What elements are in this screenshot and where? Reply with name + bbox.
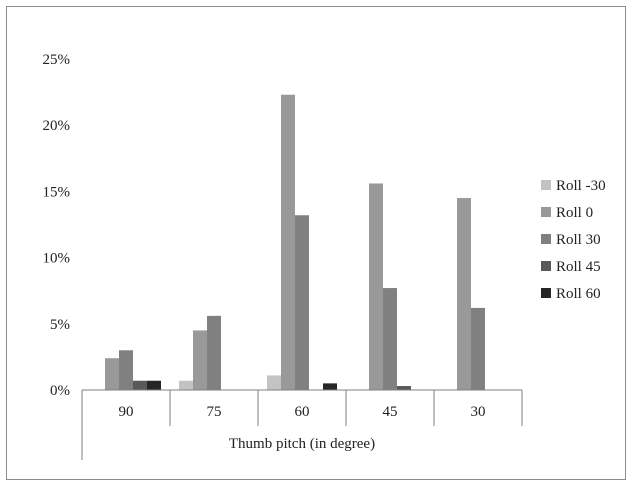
y-tick-label: 15% <box>43 184 71 200</box>
legend-label: Roll 60 <box>556 286 601 302</box>
axes <box>81 389 523 460</box>
legend-swatch <box>541 234 551 244</box>
bar-roll30-60 <box>295 215 309 390</box>
y-tick-label: 0% <box>50 383 70 399</box>
y-tick-label: 20% <box>43 118 71 134</box>
y-axis-ticks: 0% 5% 10% 15% 20% 25% <box>43 52 71 399</box>
bar-roll0-90 <box>105 358 119 390</box>
x-tick-label: 60 <box>295 404 310 420</box>
chart-frame <box>6 6 626 480</box>
bar-roll30-45 <box>383 288 397 390</box>
legend: Roll -30 Roll 0 Roll 30 Roll 45 Roll 60 <box>541 178 606 302</box>
bar-roll60-90 <box>147 380 161 390</box>
x-axis-title: Thumb pitch (in degree) <box>229 436 375 452</box>
bar-roll60-60 <box>323 383 337 390</box>
bar-roll0-60 <box>281 94 295 391</box>
bar-roll0-30 <box>457 198 471 390</box>
y-tick-label: 10% <box>43 251 71 267</box>
bar-roll30-90 <box>119 350 133 390</box>
legend-label: Roll -30 <box>556 178 606 194</box>
legend-label: Roll 30 <box>556 232 601 248</box>
legend-swatch <box>541 288 551 298</box>
x-tick-label: 30 <box>471 404 486 420</box>
legend-swatch <box>541 261 551 271</box>
bar-roll45-45 <box>397 386 411 390</box>
legend-swatch <box>541 207 551 217</box>
bar-roll0-75 <box>193 330 207 390</box>
legend-label: Roll 0 <box>556 205 593 221</box>
bars <box>105 94 485 391</box>
bar-rollneg30-75 <box>179 380 193 390</box>
x-axis-ticks: 90 75 60 45 30 <box>119 404 486 420</box>
x-tick-label: 90 <box>119 404 134 420</box>
legend-swatch <box>541 180 551 190</box>
bar-roll45-90 <box>133 380 147 390</box>
x-tick-label: 45 <box>383 404 398 420</box>
bar-roll30-75 <box>207 315 221 390</box>
legend-label: Roll 45 <box>556 259 601 275</box>
x-tick-label: 75 <box>207 404 222 420</box>
bar-rollneg30-60 <box>267 375 281 390</box>
y-tick-label: 25% <box>43 52 71 68</box>
bar-roll30-30 <box>471 307 485 390</box>
y-tick-label: 5% <box>50 317 70 333</box>
bar-roll0-45 <box>369 183 383 390</box>
